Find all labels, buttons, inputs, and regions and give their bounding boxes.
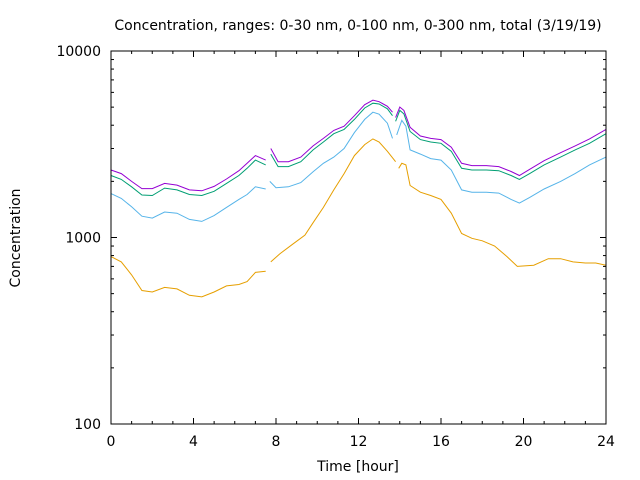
x-tick-label: 8 xyxy=(272,434,281,450)
x-tick-label: 4 xyxy=(189,434,198,450)
y-tick-label: 100 xyxy=(74,417,101,433)
chart-title: Concentration, ranges: 0-30 nm, 0-100 nm… xyxy=(114,18,601,34)
x-tick-label: 12 xyxy=(350,434,368,450)
series-4-segment-1 xyxy=(110,155,266,192)
series-3-segment-1 xyxy=(110,159,266,197)
x-tick-label: 0 xyxy=(107,434,116,450)
series-2-segment-3 xyxy=(396,119,607,204)
x-tick-label: 24 xyxy=(597,434,615,450)
series-4-segment-2 xyxy=(270,99,393,163)
series-2-segment-1 xyxy=(110,186,266,222)
plot-frame xyxy=(110,50,607,425)
y-tick-label: 10000 xyxy=(56,44,101,60)
series-2-segment-2 xyxy=(269,111,393,189)
series-1-segment-3 xyxy=(398,162,607,267)
y-tick-label: 1000 xyxy=(65,231,101,247)
x-tick-label: 20 xyxy=(515,434,533,450)
plot-area xyxy=(110,99,607,298)
series-1-segment-1 xyxy=(110,256,266,298)
series-3-segment-2 xyxy=(270,102,393,168)
x-tick-label: 16 xyxy=(432,434,450,450)
x-axis-label: Time [hour] xyxy=(316,459,399,475)
y-axis-label: Concentration xyxy=(8,188,24,287)
axes: 0 4 8 12 16 20 24 100 1000 10000 xyxy=(56,44,615,450)
series-4-segment-3 xyxy=(395,106,607,177)
series-3-segment-3 xyxy=(395,109,607,180)
series-1-segment-2 xyxy=(270,138,396,263)
